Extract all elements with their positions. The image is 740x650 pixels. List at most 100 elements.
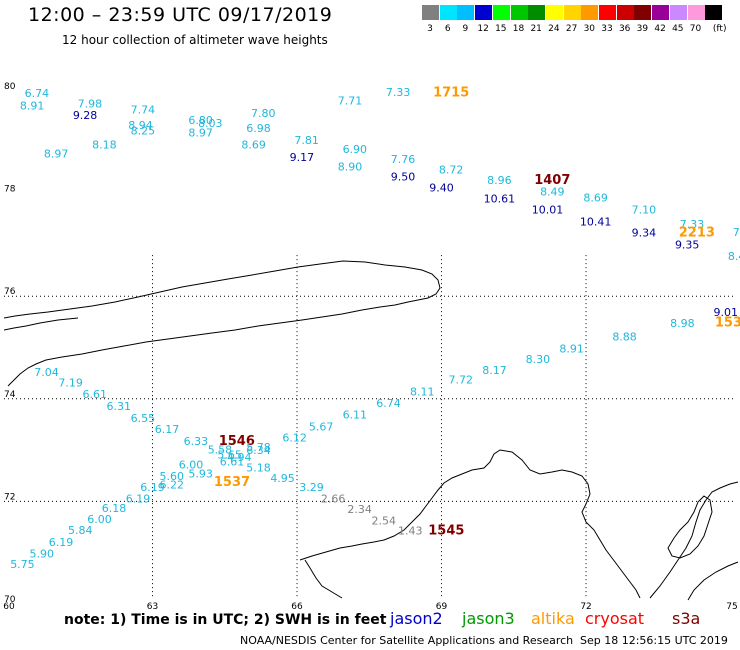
coastline-west-bay [304,559,343,599]
wave-height-value: 9.50 [391,170,416,183]
wave-height-value: 8.25 [131,125,156,138]
wave-height-value: 8.11 [410,386,435,399]
coastline-novaya-zemlya-north [3,260,441,387]
longitude-label: 72 [580,602,591,612]
map-subtitle: 12 hour collection of altimeter wave hei… [62,33,328,47]
wave-height-value: 5.93 [188,467,213,480]
wave-height-value: 8.49 [728,250,740,263]
coastline-novaya-zemlya-south [3,317,79,331]
wave-height-value: 6.74 [25,87,50,100]
wave-height-value: 6.00 [179,459,204,472]
wave-height-value: 6.12 [282,431,307,444]
wave-height-value: 6.22 [160,479,185,492]
pass-time-label: 1536 [715,315,740,330]
wave-height-value: 6.34 [246,444,271,457]
wave-height-value: 6.19 [140,481,165,494]
wave-height-value: 7.33 [680,218,705,231]
coastline-mainland [299,449,641,599]
wave-height-value: 9.34 [632,227,657,240]
wave-height-value: 8.03 [198,117,223,130]
scale-swatch [439,5,457,20]
wave-height-value: 6.33 [184,435,209,448]
wave-height-value: 8.97 [188,127,213,140]
wave-height-value: 7.33 [386,86,411,99]
scale-swatch [687,5,705,20]
wave-height-value: 6.18 [102,502,127,515]
latitude-label: 76 [4,287,16,297]
wave-height-value: 7.72 [449,373,474,386]
wave-height-value: 8.94 [128,119,153,132]
longitude-labels: 60 63 66 69 72 75 [3,602,737,612]
scale-label: 24 [548,24,560,34]
scale-unit: (ft) [712,24,727,34]
wave-height-value: 10.61 [484,192,516,205]
scale-swatch [510,5,528,20]
wave-height-value: 5.75 [10,558,35,571]
wave-height-value: 6.19 [49,536,74,549]
scale-swatch [492,5,510,20]
wave-height-value: 9.35 [675,238,700,251]
wave-height-value: 2.66 [321,492,346,505]
pass-time-label: 1407 [534,173,570,188]
scale-label: 27 [565,24,578,34]
scale-swatch [669,5,687,20]
wave-height-value: 7.04 [34,366,59,379]
latitude-label: 72 [4,492,15,502]
wave-height-value: 8.49 [540,186,565,199]
coastline [3,260,739,601]
scale-label: 70 [689,24,702,34]
wave-height-value: 3.29 [299,481,324,494]
wave-height-value: 6.00 [87,513,112,526]
pass-time-label: 1715 [433,86,469,101]
scale-swatch [528,5,546,20]
wave-height-value: 6.90 [343,143,368,156]
scale-swatch [475,5,493,20]
wave-height-value: 7.10 [632,204,657,217]
coastline-east-cape [687,561,739,601]
satellite-legend-s3a: s3a [672,609,701,628]
scale-swatch [581,5,599,20]
wave-height-value: 8.91 [20,99,45,112]
scale-label: 9 [462,24,469,34]
wave-height-value: 6.17 [155,423,180,436]
wave-height-value: 8.88 [612,330,637,343]
wave-height-value: 8.97 [44,148,69,161]
coastline-island [667,495,713,559]
scale-label: 30 [583,24,596,34]
scale-label: 21 [530,24,542,34]
wave-height-value: 6.55 [131,412,156,425]
scale-swatch [634,5,652,20]
scale-swatch [705,5,723,20]
credit-line: NOAA/NESDIS Center for Satellite Applica… [240,634,574,647]
wave-height-value: 9.28 [73,109,98,122]
scale-label: 18 [512,24,525,34]
wave-height-value: 8.90 [338,161,363,174]
wave-height-value: 6.74 [376,397,401,410]
longitude-label: 69 [436,602,448,612]
scale-swatch [563,5,581,20]
latitude-label: 78 [4,185,16,195]
wave-height-value: 10.41 [580,215,612,228]
pass-time-label: 2213 [679,226,715,241]
wave-height-value: 8.18 [92,138,117,151]
wave-height-value: 9.17 [290,151,315,164]
wave-height-value: 9.01 [713,306,738,319]
satellite-legend-cryosat: cryosat [585,609,645,628]
wave-height-value: 5.84 [68,524,93,537]
wave-height-value: 6.80 [188,114,213,127]
wave-height-value: 5.78 [246,441,271,454]
wave-height-value: 6.11 [343,408,368,421]
wave-height-value: 6.61 [220,455,245,468]
wave-height-value: 7.76 [391,153,416,166]
wave-height-value: 7.80 [251,107,276,120]
wave-height-value: 2.34 [347,503,372,516]
longitude-label: 66 [291,602,303,612]
scale-label: 33 [601,24,613,34]
wave-height-value: 7.81 [294,134,319,147]
generated-timestamp: Sep 18 12:56:15 UTC 2019 [580,634,728,647]
footnote: note: 1) Time is in UTC; 2) SWH is in fe… [64,612,387,628]
wave-height-observations: 6.748.91 7.989.28 7.748.948.256.808.038.97… [10,86,740,571]
wave-height-value: 5.90 [29,547,54,560]
wave-height-value: 5.65 [217,448,242,461]
